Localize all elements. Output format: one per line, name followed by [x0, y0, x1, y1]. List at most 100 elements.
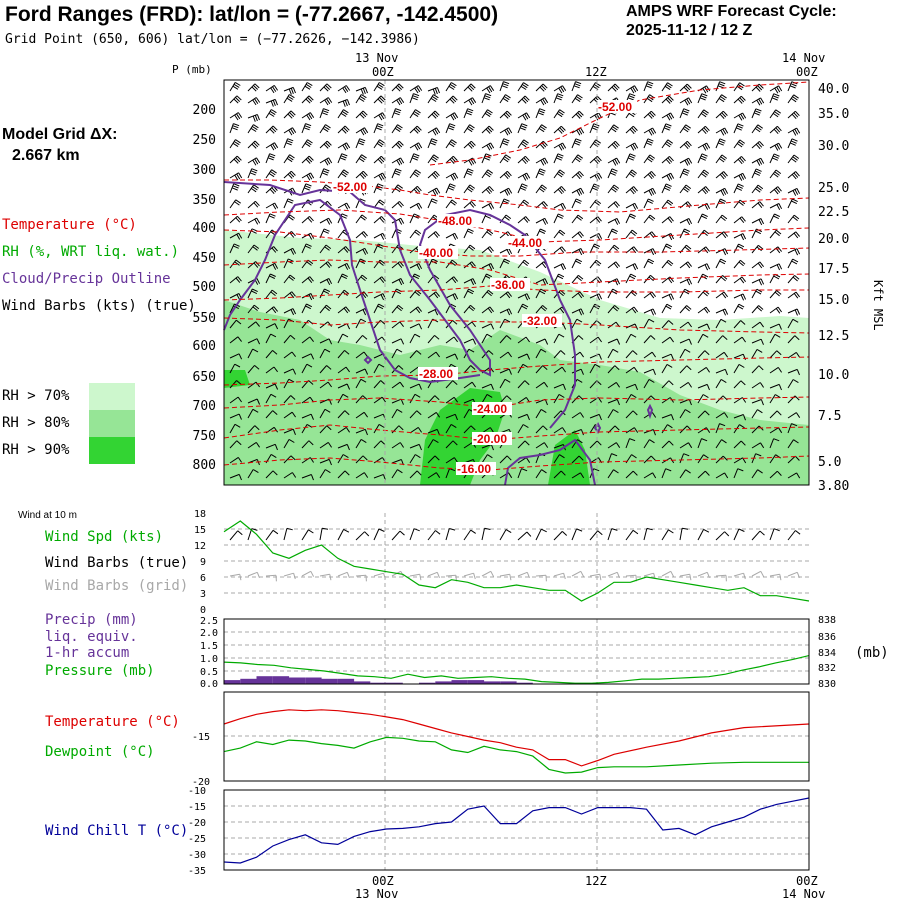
wind-barb-grid	[536, 575, 546, 581]
wind-tick: 15	[194, 525, 206, 536]
height-tick: 5.0	[818, 455, 841, 470]
precip-bar	[305, 678, 321, 685]
wind-barb-true	[266, 530, 278, 540]
height-tick: 10.0	[818, 368, 849, 383]
contour-label: -52.00	[333, 180, 367, 194]
contour-label: -36.00	[491, 278, 525, 292]
wind-barb-true	[302, 530, 313, 540]
precip-tick: 2.5	[200, 616, 218, 627]
precip-bar	[257, 676, 273, 684]
wind-barb-grid	[302, 571, 314, 576]
pressure-y-ticks: 838 836 834 832 830	[818, 615, 836, 690]
pressure-right-tick: 832	[818, 663, 836, 674]
height-ticks: 40.0 35.0 30.0 25.0 22.5 20.0 17.5 15.0 …	[818, 82, 849, 494]
cross-section-panel: -52.00 -52.00 -48.00 -44.00 -40.00 -36.0…	[193, 80, 850, 494]
wind-barb-true	[374, 529, 384, 540]
temperature-y-ticks: -15 -20	[192, 732, 210, 788]
wind-barb-grid	[662, 571, 674, 576]
wind-chill-gridlines	[224, 790, 809, 870]
wind-chill-tick: -35	[188, 866, 206, 877]
contour-label: -24.00	[473, 402, 507, 416]
wind-panel: 18 15 12 9 6 3 0	[194, 509, 809, 616]
wind-barb-true	[662, 530, 673, 540]
wind-chill-tick: -30	[188, 850, 206, 861]
wind-barb-true	[698, 529, 709, 540]
pressure-tick: 650	[193, 370, 216, 385]
pressure-tick: 800	[193, 458, 216, 473]
precip-bar	[273, 676, 289, 684]
wind-barb-true	[464, 530, 476, 540]
precip-pressure-panel: 2.5 2.0 1.5 1.0 0.5 0.0 838 836 834 832 …	[200, 615, 836, 690]
pressure-tick: 450	[193, 251, 216, 266]
wind-barb-grid	[482, 571, 494, 576]
temperature-line	[224, 710, 809, 766]
wind-tick: 12	[194, 541, 206, 552]
wind-barb-true	[230, 531, 242, 540]
contour-label: -16.00	[457, 462, 491, 476]
precip-tick: 2.0	[200, 628, 218, 639]
wind-y-ticks: 18 15 12 9 6 3 0	[194, 509, 206, 616]
temperature-tick: -15	[192, 732, 210, 743]
height-tick: 7.5	[818, 409, 841, 424]
height-tick: 40.0	[818, 82, 849, 97]
height-tick: 17.5	[818, 262, 849, 277]
wind-barb-true	[428, 531, 440, 541]
wind-chill-y-ticks: -10 -15 -20 -25 -30 -35	[188, 786, 206, 877]
pressure-right-tick: 834	[818, 648, 836, 659]
height-tick: 30.0	[818, 139, 849, 154]
contour-label: -44.00	[508, 236, 542, 250]
wind-barb-true	[770, 529, 780, 540]
wind-barb-true	[536, 529, 547, 540]
wind-barb-true	[482, 528, 490, 540]
pressure-right-tick: 836	[818, 632, 836, 643]
height-tick: 15.0	[818, 293, 849, 308]
dewpoint-line	[224, 737, 809, 773]
wind-chill-panel: -10 -15 -20 -25 -30 -35	[188, 786, 809, 877]
wind-barb-grid	[356, 575, 366, 581]
wind-barb-grid	[464, 573, 475, 579]
wind-chill-tick: -15	[188, 802, 206, 813]
wind-barb-true	[356, 532, 369, 540]
wind-barb-true	[320, 528, 328, 540]
wind-barb-true	[338, 529, 349, 540]
wind-barb-true	[554, 531, 567, 540]
height-tick: 3.80	[818, 479, 849, 494]
pressure-tick: 500	[193, 280, 216, 295]
precip-tick: 1.0	[200, 654, 218, 665]
wind-barb-true	[644, 528, 653, 540]
wind-gridlines	[224, 513, 809, 609]
precip-bar	[322, 679, 338, 684]
contour-label: -48.00	[438, 214, 472, 228]
wind-barb-grid	[284, 573, 295, 579]
wind-barb-grid	[752, 571, 764, 576]
precip-bar	[240, 679, 256, 684]
wind-barb-true	[446, 529, 455, 541]
pressure-tick: 600	[193, 339, 216, 354]
wind-barb-true	[392, 531, 405, 540]
wind-tick: 6	[200, 573, 206, 584]
pressure-tick: 750	[193, 429, 216, 444]
wind-barb-grid	[716, 575, 726, 581]
height-tick: 12.5	[818, 329, 849, 344]
wind-chill-tick: -20	[188, 818, 206, 829]
wind-barb-true	[518, 532, 531, 540]
wind-barb-grid	[572, 571, 584, 576]
height-tick: 22.5	[818, 205, 849, 220]
precip-bar	[468, 680, 484, 684]
wind-barb-true	[410, 529, 420, 540]
wind-chill-line	[224, 798, 809, 863]
wind-tick: 9	[200, 557, 206, 568]
height-tick: 25.0	[818, 181, 849, 196]
wind-barb-true	[788, 531, 800, 541]
wind-chill-tick: -25	[188, 834, 206, 845]
contour-label: -28.00	[419, 367, 453, 381]
contour-label: -32.00	[523, 314, 557, 328]
wind-tick: 0	[200, 605, 206, 616]
wind-barb-true	[572, 529, 582, 540]
wind-barb-true	[680, 528, 688, 540]
wind-barb-true	[734, 529, 744, 540]
precip-bar	[289, 678, 305, 685]
precip-tick: 0.5	[200, 667, 218, 678]
pressure-tick: 700	[193, 399, 216, 414]
